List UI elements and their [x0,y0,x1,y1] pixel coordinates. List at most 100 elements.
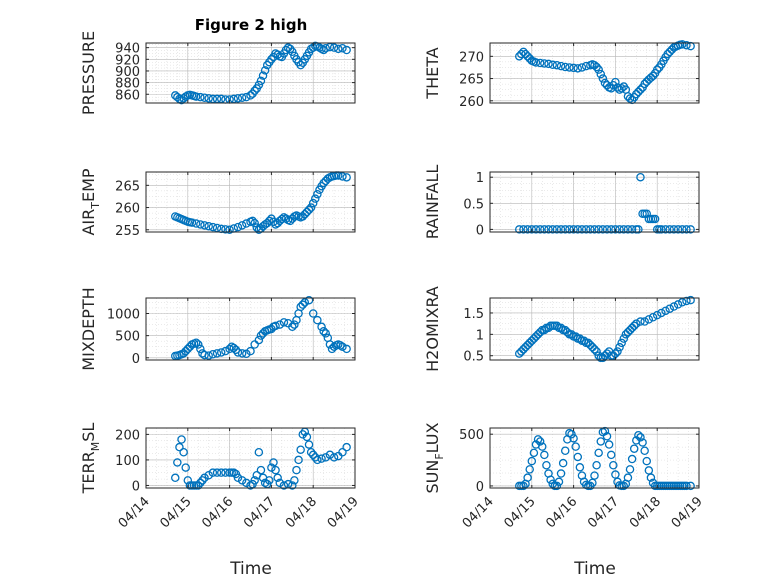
data-point [535,437,545,446]
data-point [652,310,662,320]
data-point [638,438,647,447]
y-tick-label: 1.5 [463,307,484,322]
data-point [682,225,691,234]
panel-6: 0.5 1 1.5 H2OMIXRA [423,286,700,372]
data-point [642,209,652,218]
data-point [544,59,553,69]
data-point [258,71,268,80]
data-point [308,309,318,318]
data-point [196,344,205,354]
data-point [577,225,587,234]
data-point [556,225,566,234]
data-point [260,66,270,75]
data-point [609,460,618,470]
data-point [248,216,257,226]
data-point [302,207,312,217]
data-point [304,440,314,449]
data-point [552,321,562,331]
data-point [529,448,539,458]
data-point [296,60,305,70]
x-tick-label: 04/17 [585,494,622,531]
data-point [250,340,259,349]
data-point [233,348,243,357]
data-point [204,351,213,360]
data-point [556,61,566,71]
data-point [179,349,188,358]
data-point [556,469,566,478]
data-point [290,320,299,329]
axes-frame [489,427,700,489]
data-point [625,94,635,103]
data-point [542,460,551,470]
data-point [590,60,599,70]
data-point [204,94,213,103]
data-point [181,463,190,472]
data-point [216,348,226,357]
data-point [329,453,339,462]
y-tick-label: 500 [459,428,484,443]
data-point [592,347,601,356]
data-point [569,63,578,73]
data-point [325,450,335,460]
y-tick-label: 500 [115,330,140,345]
data-point [575,463,585,472]
data-point [627,225,637,234]
y-tick-label: 940 [115,42,140,57]
x-tick-label: 04/18 [283,494,320,531]
data-point [342,45,351,55]
data-point [540,59,549,68]
data-point [269,217,278,227]
data-point [313,315,322,325]
data-point [317,454,326,463]
data-point [646,73,656,82]
data-point [523,225,532,234]
data-point [262,218,272,228]
data-point [686,41,695,51]
data-point [598,74,608,83]
data-point [175,442,184,452]
data-point [191,338,201,347]
data-point [273,50,282,59]
data-point [256,76,266,86]
data-point [640,446,649,456]
axes-frame [145,42,356,104]
data-point [321,43,330,53]
data-point [275,478,285,488]
data-point [606,225,616,234]
data-point [636,85,645,94]
figure-title: Figure 2 high [195,16,308,34]
data-point [296,445,305,454]
data-point [577,63,587,72]
data-point [233,94,243,103]
data-point [682,481,691,491]
data-point [636,433,645,442]
data-point [565,225,574,234]
data-point [231,345,241,355]
data-point [246,346,255,356]
data-point [298,212,307,221]
data-point [657,225,666,234]
data-point [556,323,566,333]
data-point [531,225,541,234]
data-point [191,219,201,228]
data-point [686,295,695,305]
data-point [634,430,643,440]
data-point [298,300,307,309]
x-axis-label-left: Time [229,559,272,579]
data-point [632,89,641,99]
data-point [325,340,335,349]
data-point [313,455,322,465]
data-point [560,62,570,72]
x-tick-label: 04/14 [460,494,497,531]
y-axis-label: RAINFALL [423,165,442,240]
data-point [229,343,239,353]
x-tick-label: 04/17 [241,494,278,531]
x-tick-label: 04/16 [543,494,580,531]
axes-frame [145,297,356,361]
data-point [648,312,658,322]
data-point [221,346,230,356]
data-point [200,221,209,230]
data-point [619,225,629,234]
